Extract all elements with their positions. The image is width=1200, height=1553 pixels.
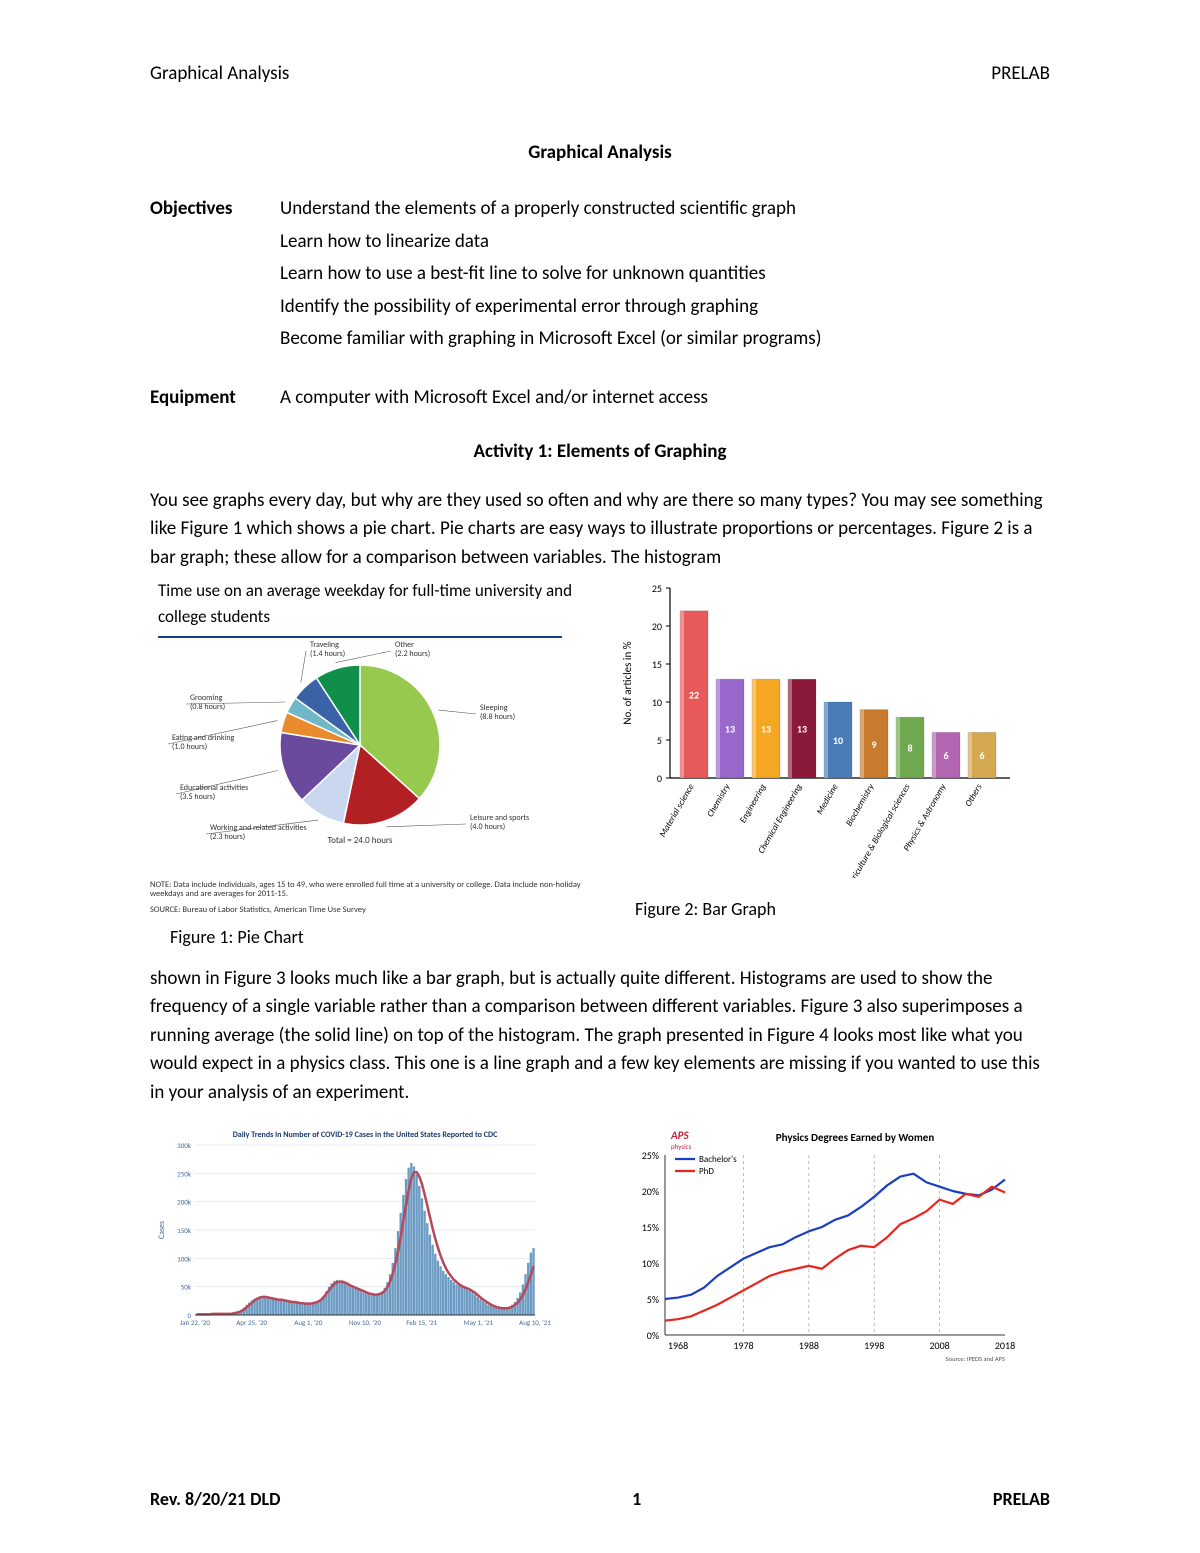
svg-text:15%: 15%: [642, 1221, 659, 1234]
pie-note1: NOTE: Data include individuals, ages 15 …: [150, 881, 585, 901]
svg-text:13: 13: [761, 723, 771, 736]
svg-text:(4.0 hours): (4.0 hours): [470, 822, 505, 832]
svg-text:PhD: PhD: [699, 1166, 714, 1177]
equipment-label: Equipment: [150, 384, 280, 413]
svg-text:13: 13: [797, 723, 807, 736]
svg-text:Jan 22, '20: Jan 22, '20: [180, 1318, 210, 1327]
pie-chart: Sleeping(8.8 hours)Leisure and sports(4.…: [150, 635, 570, 865]
objective-item: Learn how to linearize data: [280, 228, 822, 257]
svg-text:Source: IPEDS and APS: Source: IPEDS and APS: [946, 1355, 1005, 1363]
svg-text:(2.3 hours): (2.3 hours): [210, 832, 245, 842]
svg-text:Medicine: Medicine: [814, 781, 841, 816]
header-left: Graphical Analysis: [150, 60, 289, 89]
svg-text:(2.2 hours): (2.2 hours): [395, 649, 430, 659]
svg-text:Nov 10, '20: Nov 10, '20: [349, 1318, 381, 1327]
svg-text:6: 6: [979, 749, 984, 762]
svg-text:9: 9: [871, 738, 876, 751]
svg-text:5%: 5%: [647, 1293, 659, 1306]
svg-text:(0.8 hours): (0.8 hours): [190, 702, 225, 712]
activity1-title: Activity 1: Elements of Graphing: [150, 438, 1050, 467]
svg-text:10%: 10%: [642, 1257, 659, 1270]
svg-text:5: 5: [657, 734, 662, 747]
line-chart: APSphysics Physics Degrees Earned by Wome…: [615, 1125, 1035, 1365]
footer-tag: PRELAB: [993, 1486, 1050, 1513]
objective-item: Understand the elements of a properly co…: [280, 195, 822, 224]
figure-1-container: Time use on an average weekday for full-…: [150, 578, 585, 951]
svg-text:Agriculture & Biological scien: Agriculture & Biological sciences: [844, 782, 913, 878]
svg-text:(8.8 hours): (8.8 hours): [480, 712, 515, 722]
svg-text:physics: physics: [671, 1142, 692, 1151]
svg-text:250k: 250k: [177, 1170, 192, 1179]
objective-item: Become familiar with graphing in Microso…: [280, 325, 822, 354]
svg-text:1998: 1998: [864, 1339, 884, 1352]
svg-text:Others: Others: [963, 782, 985, 809]
objectives-label: Objectives: [150, 195, 280, 358]
svg-text:100k: 100k: [177, 1255, 192, 1264]
svg-text:1968: 1968: [668, 1339, 688, 1352]
fig1-caption: Figure 1: Pie Chart: [170, 924, 585, 951]
page-title: Graphical Analysis: [150, 139, 1050, 168]
pie-note2: SOURCE: Bureau of Labor Statistics, Amer…: [150, 906, 585, 916]
bar-chart: 0 5 10 15 20 25 No. of articles in % 22 Material…: [615, 578, 1035, 878]
svg-text:13: 13: [725, 723, 735, 736]
figure-2-container: 0 5 10 15 20 25 No. of articles in % 22 Material…: [615, 578, 1050, 923]
svg-text:Aug 10, '21: Aug 10, '21: [519, 1318, 551, 1327]
svg-text:Engineering: Engineering: [737, 782, 768, 825]
figure-4-container: APSphysics Physics Degrees Earned by Wome…: [615, 1125, 1050, 1375]
footer-page: 1: [632, 1486, 641, 1513]
svg-text:Apr 25, '20: Apr 25, '20: [236, 1318, 267, 1327]
figure-3-container: Daily Trends in Number of COVID-19 Cases…: [150, 1125, 585, 1355]
svg-text:15: 15: [652, 658, 662, 671]
svg-text:Physics Degrees Earned by Wome: Physics Degrees Earned by Women: [776, 1131, 935, 1144]
svg-text:Bachelor's: Bachelor's: [699, 1154, 737, 1165]
paragraph-2: shown in Figure 3 looks much like a bar …: [150, 965, 1050, 1108]
svg-text:Daily Trends in Number of COVI: Daily Trends in Number of COVID-19 Cases…: [233, 1130, 498, 1140]
svg-text:1978: 1978: [733, 1339, 753, 1352]
svg-text:20: 20: [652, 620, 662, 633]
objective-item: Identify the possibility of experimental…: [280, 293, 822, 322]
svg-text:300k: 300k: [177, 1141, 192, 1150]
histogram-chart: Daily Trends in Number of COVID-19 Cases…: [150, 1125, 570, 1345]
svg-text:10: 10: [833, 734, 843, 747]
svg-text:No. of articles in %: No. of articles in %: [621, 641, 634, 724]
svg-text:25: 25: [652, 582, 662, 595]
svg-text:6: 6: [943, 749, 948, 762]
objective-item: Learn how to use a best-fit line to solv…: [280, 260, 822, 289]
svg-text:2008: 2008: [929, 1339, 949, 1352]
svg-text:22: 22: [689, 688, 699, 701]
svg-text:Material science: Material science: [657, 781, 697, 839]
svg-text:May 1, '21: May 1, '21: [464, 1318, 494, 1327]
svg-text:1988: 1988: [799, 1339, 819, 1352]
objectives-list: Understand the elements of a properly co…: [280, 195, 822, 358]
svg-text:0: 0: [657, 772, 662, 785]
footer-rev: Rev. 8/20/21 DLD: [150, 1486, 280, 1513]
svg-text:200k: 200k: [177, 1198, 192, 1207]
svg-text:Cases: Cases: [157, 1221, 167, 1239]
svg-text:8: 8: [907, 742, 912, 755]
svg-text:0%: 0%: [647, 1329, 659, 1342]
svg-text:(1.0 hours): (1.0 hours): [172, 742, 207, 752]
svg-text:50k: 50k: [181, 1283, 192, 1292]
svg-text:(3.5 hours): (3.5 hours): [180, 792, 215, 802]
pie-title: Time use on an average weekday for full-…: [158, 578, 585, 629]
svg-text:2018: 2018: [995, 1339, 1015, 1352]
equipment-text: A computer with Microsoft Excel and/or i…: [280, 384, 708, 413]
svg-text:150k: 150k: [177, 1226, 192, 1235]
svg-text:20%: 20%: [642, 1185, 659, 1198]
header-right: PRELAB: [991, 60, 1050, 89]
svg-text:25%: 25%: [642, 1149, 659, 1162]
svg-text:Aug 1, '20: Aug 1, '20: [294, 1318, 323, 1327]
svg-text:Feb 15, '21: Feb 15, '21: [406, 1318, 437, 1327]
svg-text:Chemistry: Chemistry: [705, 781, 733, 819]
fig2-caption: Figure 2: Bar Graph: [635, 896, 1050, 923]
svg-text:10: 10: [652, 696, 662, 709]
svg-text:(1.4 hours): (1.4 hours): [310, 649, 345, 659]
svg-text:Biochemistry: Biochemistry: [844, 781, 878, 828]
svg-text:Total = 24.0 hours: Total = 24.0 hours: [328, 835, 393, 846]
paragraph-1: You see graphs every day, but why are th…: [150, 487, 1050, 573]
svg-text:APS: APS: [670, 1129, 690, 1142]
